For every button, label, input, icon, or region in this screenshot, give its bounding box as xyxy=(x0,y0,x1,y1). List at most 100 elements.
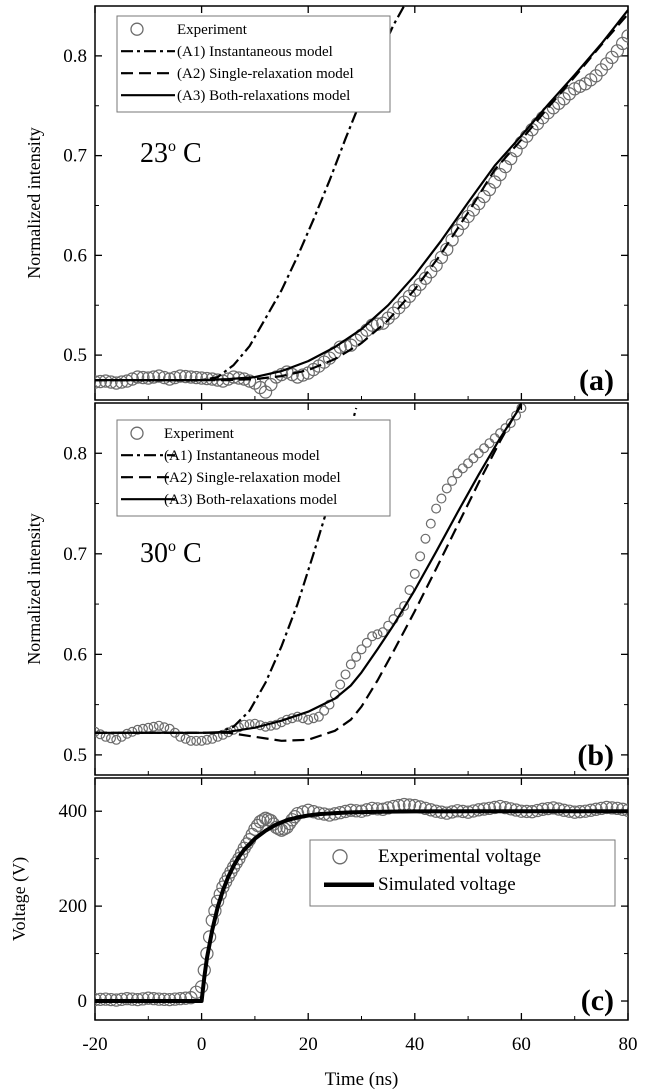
experiment-marker xyxy=(141,371,155,385)
experiment-marker xyxy=(173,991,187,1006)
legend-marker-icon xyxy=(332,849,348,865)
experiment-marker xyxy=(184,370,198,384)
experiment-marker xyxy=(504,802,518,816)
experiment-marker xyxy=(482,801,497,816)
experiment-marker xyxy=(344,338,358,352)
experiment-marker xyxy=(415,551,426,562)
experiment-marker xyxy=(441,483,452,494)
legend-label: Experiment xyxy=(177,22,248,38)
experiment-marker xyxy=(372,629,383,640)
legend-label: (A2) Single-relaxation model xyxy=(177,66,354,82)
experiment-marker xyxy=(484,438,495,449)
experiment-marker xyxy=(370,802,385,816)
experiment-marker xyxy=(146,991,161,1006)
experiment-marker xyxy=(178,369,193,384)
experiment-marker xyxy=(130,370,145,384)
experiment-marker xyxy=(425,518,436,529)
temperature-annotation: 30o C xyxy=(140,538,202,569)
experiment-marker xyxy=(335,679,346,690)
experiment-marker xyxy=(306,805,321,819)
experiment-marker xyxy=(457,463,468,474)
experiment-marker xyxy=(136,992,150,1006)
y-tick-label: 0.7 xyxy=(63,544,87,565)
experiment-marker xyxy=(356,644,367,655)
experiment-marker xyxy=(120,991,134,1006)
experiment-marker xyxy=(95,375,102,389)
legend-label: (A1) Instantaneous model xyxy=(164,448,320,464)
experiment-marker xyxy=(418,801,433,816)
legend: Experiment (A1) Instantaneous model (A2) S… xyxy=(116,419,391,517)
experiment-marker xyxy=(367,631,378,642)
experiment-marker xyxy=(196,735,207,746)
y-tick-label: 200 xyxy=(59,896,88,917)
experiment-marker xyxy=(557,92,571,106)
experiment-marker xyxy=(610,801,624,816)
experiment-marker xyxy=(217,729,228,740)
experiment-marker xyxy=(153,720,164,731)
experiment-marker xyxy=(194,371,209,385)
experiment-marker xyxy=(132,724,143,735)
legend-label: Simulated voltage xyxy=(378,874,516,895)
experiment-marker xyxy=(178,991,193,1005)
experiment-marker xyxy=(185,735,196,746)
experiment-marker xyxy=(105,733,116,744)
experiment-marker xyxy=(447,475,458,486)
experiment-marker xyxy=(296,368,310,382)
series-line-solid-thick xyxy=(95,809,628,1003)
experiment-marker xyxy=(477,189,491,204)
panel-label: (c) xyxy=(581,984,614,1017)
experiment-marker xyxy=(360,323,374,337)
experiment-marker xyxy=(473,448,484,459)
experiment-marker xyxy=(399,601,410,612)
experiment-marker xyxy=(207,733,218,744)
plot-area xyxy=(95,797,628,1007)
experiment-marker xyxy=(376,802,390,816)
x-axis-label: Time (ns) xyxy=(325,1069,399,1090)
x-tick-label: -20 xyxy=(82,1034,107,1055)
y-tick-label: 400 xyxy=(59,801,88,822)
experiment-marker xyxy=(159,722,170,733)
y-axis-label: Normalized intensity xyxy=(24,127,44,278)
chart-panel-c: 0 200 400 -20 0 20 40 60 80 Voltage (V) Time (ns) E… xyxy=(9,777,638,1090)
chart-panel-a: 0.5 0.6 0.7 0.8 Normalized intensity Experime… xyxy=(24,5,629,401)
x-tick-label: 0 xyxy=(197,1034,207,1055)
experiment-marker xyxy=(376,316,390,330)
experiment-marker xyxy=(191,735,202,746)
series-line-dashed xyxy=(95,403,523,742)
experiment-marker xyxy=(157,370,171,385)
experiment-marker xyxy=(201,734,212,745)
experiment-marker xyxy=(360,803,374,817)
experiment-marker xyxy=(452,468,463,479)
y-axis-label: Voltage (V) xyxy=(9,857,30,941)
experiment-marker xyxy=(600,800,614,815)
experiment-marker xyxy=(584,73,598,87)
experiment-marker xyxy=(104,375,118,389)
x-tick-label: 80 xyxy=(619,1034,638,1055)
experiment-marker xyxy=(463,458,474,469)
y-axis-label: Normalized intensity xyxy=(24,513,44,664)
experiment-marker xyxy=(511,410,522,421)
legend-label: Experiment xyxy=(164,426,235,442)
experiment-marker xyxy=(594,801,608,816)
legend-box xyxy=(309,839,616,907)
experiment-marker xyxy=(381,311,395,325)
experiment-marker xyxy=(562,87,577,101)
experiment-marker xyxy=(488,800,502,815)
experiment-marker xyxy=(381,801,395,815)
experiment-marker xyxy=(605,801,619,815)
panel-label: (a) xyxy=(579,364,614,397)
experiment-marker xyxy=(271,719,282,730)
experiment-marker xyxy=(345,659,356,670)
experiment-marker xyxy=(552,802,566,816)
experiment-marker xyxy=(361,637,372,648)
panel-label: (b) xyxy=(577,739,614,772)
y-tick-label: 0.6 xyxy=(63,245,87,266)
experiment-marker xyxy=(109,376,123,390)
y-tick-label: 0.6 xyxy=(63,644,87,665)
legend: Experiment (A1) Instantaneous model (A2) S… xyxy=(116,15,391,113)
experiment-marker xyxy=(377,627,388,638)
experiment-marker xyxy=(431,503,442,514)
experiment-marker xyxy=(365,801,379,816)
experiment-marker xyxy=(498,801,513,815)
legend-label: (A3) Both-relaxations model xyxy=(164,492,337,508)
